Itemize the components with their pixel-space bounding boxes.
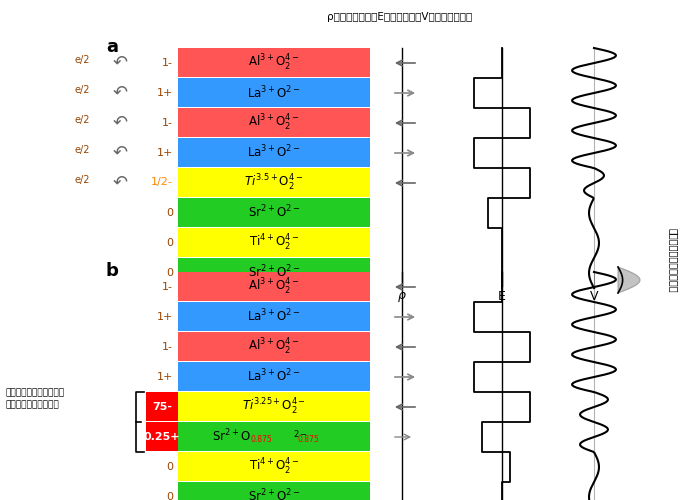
Text: 75-: 75- [152,402,172,411]
Text: ↶: ↶ [112,114,128,132]
Text: バンドオフセットの調整: バンドオフセットの調整 [668,228,678,292]
Text: V: V [590,290,598,303]
Text: e/2: e/2 [75,56,90,66]
Text: $\rho$: $\rho$ [397,290,407,304]
Text: Al$^{3+}$O$_2^{4-}$: Al$^{3+}$O$_2^{4-}$ [248,276,299,296]
Text: ↶: ↶ [112,174,128,192]
Bar [178,272,370,301]
Text: Al$^{3+}$O$_2^{4-}$: Al$^{3+}$O$_2^{4-}$ [248,52,299,72]
Text: 1-: 1- [162,58,173,68]
Text: Sr$^{2+}$O$_{0.875}^{2-}$: Sr$^{2+}$O$_{0.875}^{2-}$ [243,426,305,446]
Text: 1-: 1- [162,282,173,292]
Text: 1+: 1+ [157,312,173,322]
Text: Al$^{3+}$O$_2^{4-}$: Al$^{3+}$O$_2^{4-}$ [248,336,299,356]
Text: $\mathit{Ti}^{3.25+}$O$_2^{4-}$: $\mathit{Ti}^{3.25+}$O$_2^{4-}$ [242,396,306,416]
Text: b: b [106,262,119,280]
Text: Sr$^{2+}$O$^{2-}$: Sr$^{2+}$O$^{2-}$ [248,264,300,281]
Text: ↶: ↶ [112,84,128,102]
Bar [178,258,370,287]
Text: La$^{3+}$O$^{2-}$: La$^{3+}$O$^{2-}$ [247,144,301,161]
Text: E: E [498,290,506,303]
Text: 1+: 1+ [157,372,173,382]
Text: Sr$^{2+}$O$^{2-}$: Sr$^{2+}$O$^{2-}$ [248,204,300,221]
Bar [146,392,178,421]
Text: Ti$^{4+}$O$_2^{4-}$: Ti$^{4+}$O$_2^{4-}$ [249,456,299,476]
Text: $\mathit{Ti}^{3.5+}$O$_2^{4-}$: $\mathit{Ti}^{3.5+}$O$_2^{4-}$ [244,172,304,193]
Text: ρ：電荷密度　　E：電場　　　V：ポテンシャル: ρ：電荷密度 E：電場 V：ポテンシャル [327,12,473,22]
Text: La$^{3+}$O$^{2-}$: La$^{3+}$O$^{2-}$ [247,84,301,101]
Text: 1/2-: 1/2- [151,178,173,188]
Text: e/2: e/2 [75,176,90,186]
Bar [178,48,370,77]
Text: Al$^{3+}$O$_2^{4-}$: Al$^{3+}$O$_2^{4-}$ [248,112,299,132]
Text: 0.875: 0.875 [251,435,273,444]
Text: Sr$^{2+}$O$^{2-}$: Sr$^{2+}$O$^{2-}$ [248,488,300,500]
Bar [178,422,370,451]
Text: 0: 0 [166,208,173,218]
Text: 0.875: 0.875 [297,436,319,444]
Bar [178,392,370,421]
Text: ↶: ↶ [112,54,128,72]
Bar [178,228,370,257]
Text: e/2: e/2 [75,146,90,156]
Text: a: a [106,38,118,56]
Text: Sr$^{2+}$O: Sr$^{2+}$O [213,428,251,445]
Bar [178,78,370,107]
Text: La$^{3+}$O$^{2-}$: La$^{3+}$O$^{2-}$ [247,308,301,325]
Bar [178,302,370,331]
Text: さらなるチタン電子数の
変化と酸素欠那の導入: さらなるチタン電子数の 変化と酸素欠那の導入 [5,388,64,409]
Text: 0: 0 [166,492,173,500]
Text: 1+: 1+ [157,148,173,158]
Bar [178,332,370,361]
Text: 0: 0 [166,462,173,471]
Text: Ti$^{4+}$O$_2^{4-}$: Ti$^{4+}$O$_2^{4-}$ [249,232,299,252]
Text: ↶: ↶ [112,144,128,162]
Text: 1-: 1- [162,342,173,351]
Bar [178,422,370,451]
Bar [178,168,370,197]
Text: $^{2-}$: $^{2-}$ [293,430,308,443]
Text: La$^{3+}$O$^{2-}$: La$^{3+}$O$^{2-}$ [247,368,301,385]
Bar [178,138,370,167]
Bar [178,362,370,391]
Bar [146,422,178,451]
Polygon shape [618,267,640,293]
Text: 0: 0 [166,238,173,248]
Text: 0: 0 [166,268,173,278]
Text: e/2: e/2 [75,116,90,126]
Text: 1-: 1- [162,118,173,128]
Bar [178,452,370,481]
Bar [178,482,370,500]
Bar [178,198,370,227]
Text: 0.25+: 0.25+ [144,432,180,442]
Text: 1+: 1+ [157,88,173,98]
Text: e/2: e/2 [75,86,90,96]
Bar [178,108,370,137]
